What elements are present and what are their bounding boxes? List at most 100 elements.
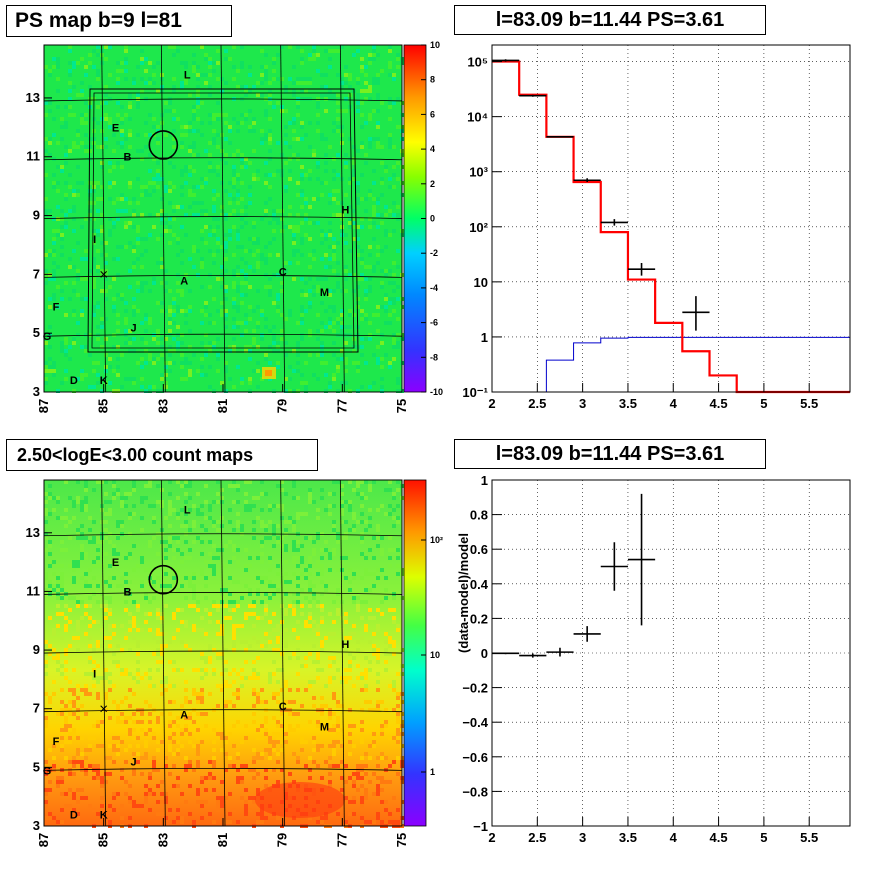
countmap-pixel <box>272 544 276 548</box>
psmap-pixel <box>48 249 52 253</box>
psmap-pixel <box>80 93 84 97</box>
countmap-pixel <box>260 736 264 740</box>
psmap-pixel <box>300 189 304 193</box>
countmap-pixel <box>56 660 60 664</box>
psmap-pixel <box>324 253 328 257</box>
countmap-pixel <box>128 672 132 676</box>
psmap-pixel <box>80 141 84 145</box>
countmap-pixel <box>372 556 376 560</box>
psmap-pixel <box>356 81 360 85</box>
countmap-pixel <box>72 728 76 732</box>
countmap-pixel <box>100 796 104 800</box>
psmap-pixel <box>68 209 72 213</box>
countmap-pixel <box>164 632 168 636</box>
countmap-pixel <box>128 552 132 556</box>
psmap-pixel <box>212 137 216 141</box>
psmap-pixel <box>296 249 300 253</box>
countmap-pixel <box>276 680 280 684</box>
psmap-pixel <box>112 181 116 185</box>
countmap-pixel <box>160 500 164 504</box>
countmap-pixel <box>164 764 168 768</box>
countmap-pixel <box>220 600 224 604</box>
psmap-pixel <box>344 165 348 169</box>
countmap-pixel <box>156 652 160 656</box>
psmap-pixel <box>140 321 144 325</box>
countmap-pixel <box>360 520 364 524</box>
psmap-pixel <box>264 73 268 77</box>
countmap-pixel <box>224 604 228 608</box>
psmap-pixel <box>52 361 56 365</box>
countmap-pixel <box>308 600 312 604</box>
psmap-pixel <box>232 169 236 173</box>
psmap-pixel <box>220 265 224 269</box>
countmap-pixel <box>172 580 176 584</box>
psmap-pixel <box>292 233 296 237</box>
countmap-pixel <box>100 604 104 608</box>
psmap-pixel <box>248 357 252 361</box>
countmap-pixel <box>184 768 188 772</box>
countmap-pixel <box>304 664 308 668</box>
psmap-pixel <box>100 225 104 229</box>
countmap-pixel <box>376 816 380 820</box>
countmap-pixel <box>336 724 340 728</box>
psmap-pixel <box>208 285 212 289</box>
psmap-pixel <box>224 81 228 85</box>
psmap-pixel <box>100 317 104 321</box>
psmap-pixel <box>184 133 188 137</box>
psmap-pixel <box>252 149 256 153</box>
countmap-pixel <box>192 524 196 528</box>
psmap-pixel <box>264 181 268 185</box>
psmap-pixel <box>212 141 216 145</box>
countmap-pixel <box>100 776 104 780</box>
countmap-pixel <box>152 764 156 768</box>
countmap-pixel <box>132 772 136 776</box>
countmap-pixel <box>48 484 52 488</box>
countmap-pixel <box>368 484 372 488</box>
countmap-pixel <box>48 700 52 704</box>
countmap-pixel <box>396 712 400 716</box>
countmap-pixel <box>160 584 164 588</box>
psmap-pixel <box>396 161 400 165</box>
psmap-pixel <box>96 53 100 57</box>
countmap-pixel <box>344 648 348 652</box>
psmap-pixel <box>260 141 264 145</box>
psmap-pixel <box>320 361 324 365</box>
countmap-pixel <box>356 788 360 792</box>
countmap-pixel <box>264 524 268 528</box>
countmap-pixel <box>68 804 72 808</box>
psmap-pixel <box>332 169 336 173</box>
countmap-pixel <box>332 632 336 636</box>
countmap-pixel <box>124 496 128 500</box>
psmap-pixel <box>116 113 120 117</box>
countmap-pixel <box>104 580 108 584</box>
psmap-pixel <box>144 193 148 197</box>
countmap-pixel <box>176 512 180 516</box>
spectrum-plot-area <box>492 45 850 392</box>
psmap-pixel <box>284 377 288 381</box>
countmap-pixel <box>200 652 204 656</box>
countmap-pixel <box>396 488 400 492</box>
psmap-pixel <box>252 129 256 133</box>
countmap-pixel <box>336 592 340 596</box>
psmap-pixel <box>356 369 360 373</box>
psmap-pixel <box>360 57 364 61</box>
psmap-pixel <box>356 237 360 241</box>
countmap-pixel <box>252 600 256 604</box>
countmap-pixel <box>284 684 288 688</box>
countmap-pixel <box>316 676 320 680</box>
psmap-pixel <box>228 377 232 381</box>
residual-y-tick-label: −0.6 <box>462 750 488 765</box>
countmap-pixel <box>176 480 180 484</box>
countmap-pixel <box>60 548 64 552</box>
countmap-pixel <box>364 672 368 676</box>
countmap-pixel <box>244 640 248 644</box>
psmap-pixel <box>300 221 304 225</box>
countmap-pixel <box>132 728 136 732</box>
countmap-pixel <box>320 564 324 568</box>
psmap-pixel <box>252 177 256 181</box>
countmap-pixel <box>192 540 196 544</box>
psmap-pixel <box>344 97 348 101</box>
countmap-pixel <box>56 624 60 628</box>
countmap-pixel <box>372 536 376 540</box>
psmap-pixel <box>64 225 68 229</box>
